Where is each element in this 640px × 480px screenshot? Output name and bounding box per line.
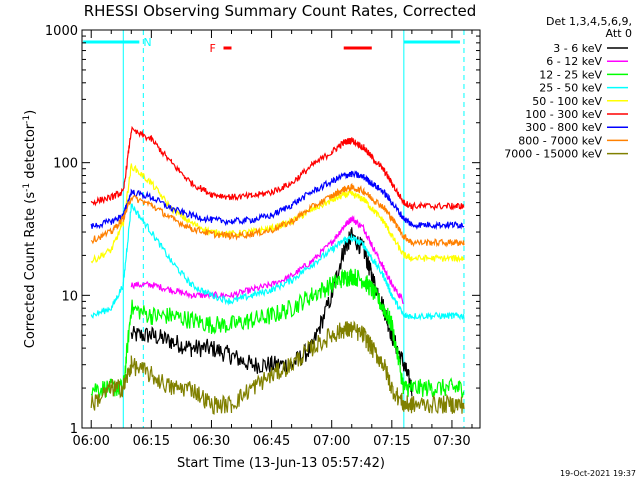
legend-entry-label: 800 - 7000 keV: [518, 134, 602, 147]
legend-entry-label: 100 - 300 keV: [525, 108, 602, 121]
series-lines: [90, 125, 465, 415]
y-axis-label-end: ): [23, 110, 38, 115]
y-tick-label: 10: [61, 289, 78, 304]
flag-label-0: N: [143, 36, 151, 49]
legend-entry-label: 50 - 100 keV: [532, 95, 602, 108]
y-axis-label: Corrected Count Rate (s-1 detector-1): [22, 110, 38, 348]
legend-entry-label: 12 - 25 keV: [539, 68, 602, 81]
vertical-markers: [122, 30, 465, 428]
y-axis-label-base: Corrected Count Rate (s: [23, 192, 38, 349]
y-axis-label-exp-1: -1: [22, 183, 32, 192]
series-line-6: [90, 170, 465, 231]
y-axis-label-exp-2: -1: [22, 115, 32, 124]
series-line-1: [130, 215, 405, 305]
series-line-2: [90, 268, 465, 399]
series-line-3: [90, 203, 465, 321]
legend-entry-label: 6 - 12 keV: [546, 55, 602, 68]
series-line-7: [90, 182, 465, 248]
y-axis-label-mid: detector: [23, 123, 38, 183]
x-tick-label: 06:00: [72, 434, 109, 449]
x-axis-label: Start Time (13-Jun-13 05:57:42): [177, 456, 385, 471]
series-line-4: [90, 163, 465, 264]
legend-header-line-1: Det 1,3,4,5,6,9,: [546, 15, 632, 28]
plot-frame: [81, 29, 481, 429]
flag-label-2: F: [209, 42, 215, 55]
y-tick-label: 1: [70, 422, 78, 437]
x-tick-label: 07:15: [373, 434, 410, 449]
series-line-8: [90, 320, 465, 415]
series-line-5: [90, 125, 465, 212]
x-tick-label: 06:45: [253, 434, 290, 449]
legend-entry-label: 25 - 50 keV: [539, 82, 602, 95]
y-axis-ticks: 1 10 100 1000: [45, 24, 480, 437]
footer-timestamp: 19-Oct-2021 19:37: [560, 469, 636, 478]
x-tick-label: 06:30: [193, 434, 230, 449]
y-tick-label: 100: [53, 157, 78, 172]
x-tick-label: 06:15: [133, 434, 170, 449]
x-axis-ticks: 06:00 06:15 06:30 06:45 07:00 07:15 07:30: [72, 30, 473, 449]
legend-entry-label: 3 - 6 keV: [553, 42, 602, 55]
x-tick-label: 07:30: [433, 434, 470, 449]
legend-header-line-2: Att 0: [606, 27, 632, 40]
chart-title: RHESSI Observing Summary Count Rates, Co…: [84, 2, 477, 20]
x-tick-label: 07:00: [313, 434, 350, 449]
y-tick-label: 1000: [45, 24, 78, 39]
legend-entry-label: 7000 - 15000 keV: [504, 148, 602, 161]
legend-entry-label: 300 - 800 keV: [525, 121, 602, 134]
